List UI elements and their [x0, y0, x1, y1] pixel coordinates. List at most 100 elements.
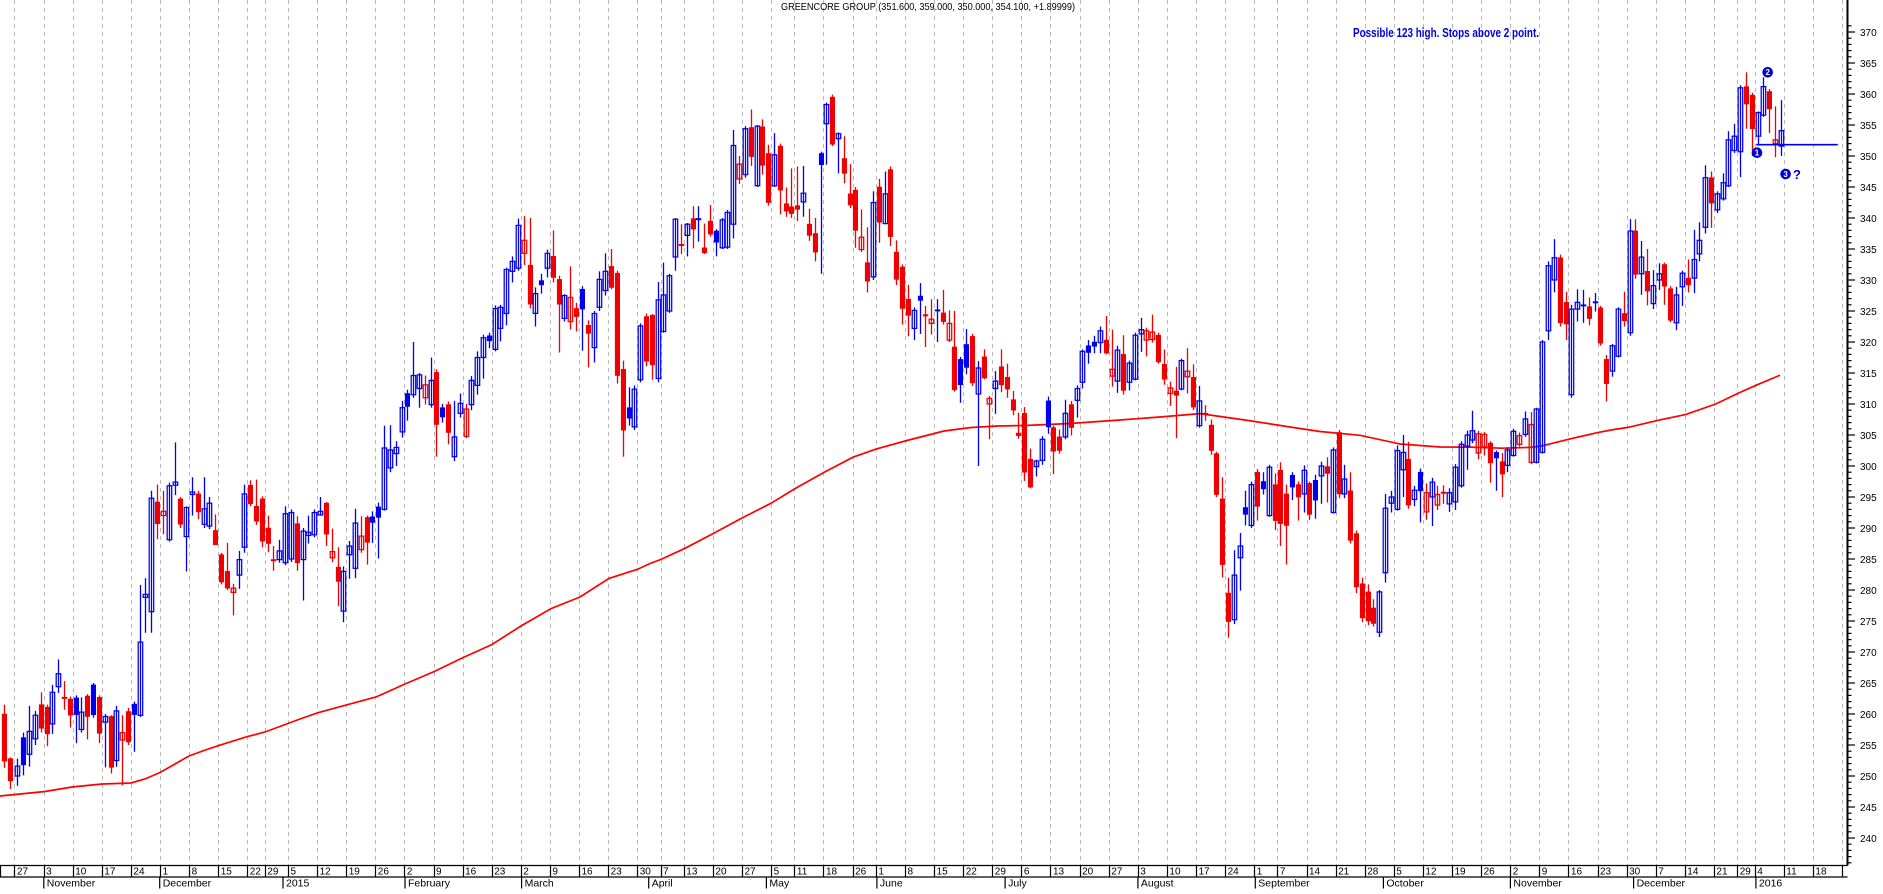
- svg-text:23: 23: [611, 867, 623, 878]
- svg-text:7: 7: [663, 867, 669, 878]
- svg-text:7: 7: [1280, 867, 1286, 878]
- svg-text:13: 13: [1053, 867, 1065, 878]
- svg-text:9: 9: [436, 867, 442, 878]
- svg-text:3: 3: [1783, 170, 1788, 179]
- svg-text:14: 14: [1687, 867, 1699, 878]
- svg-text:2015: 2015: [286, 878, 310, 890]
- svg-text:22: 22: [966, 867, 978, 878]
- svg-text:335: 335: [1860, 245, 1877, 256]
- svg-text:295: 295: [1860, 493, 1877, 504]
- svg-text:3: 3: [46, 867, 52, 878]
- svg-text:21: 21: [1338, 867, 1350, 878]
- svg-text:13: 13: [686, 867, 698, 878]
- svg-text:240: 240: [1860, 834, 1877, 845]
- svg-text:12: 12: [320, 867, 332, 878]
- svg-text:1: 1: [1257, 867, 1263, 878]
- svg-text:14: 14: [1309, 867, 1321, 878]
- svg-text:20: 20: [715, 867, 727, 878]
- svg-text:17: 17: [104, 867, 116, 878]
- svg-text:February: February: [408, 878, 451, 890]
- svg-text:350: 350: [1860, 152, 1877, 163]
- svg-text:345: 345: [1860, 183, 1877, 194]
- svg-text:310: 310: [1860, 400, 1877, 411]
- svg-text:20: 20: [1082, 867, 1094, 878]
- svg-text:April: April: [652, 878, 673, 890]
- svg-text:7: 7: [1658, 867, 1664, 878]
- svg-text:27: 27: [17, 867, 29, 878]
- svg-text:24: 24: [1228, 867, 1240, 878]
- svg-text:11: 11: [1786, 867, 1797, 878]
- svg-text:270: 270: [1860, 648, 1877, 659]
- svg-text:July: July: [1008, 878, 1027, 890]
- svg-text:300: 300: [1860, 462, 1877, 473]
- svg-text:15: 15: [221, 867, 233, 878]
- svg-text:19: 19: [1455, 867, 1467, 878]
- svg-text:9: 9: [1542, 867, 1548, 878]
- svg-text:GREENCORE GROUP (351.600, 359.: GREENCORE GROUP (351.600, 359.000, 350.0…: [781, 1, 1075, 13]
- svg-text:30: 30: [1629, 867, 1641, 878]
- svg-text:May: May: [769, 878, 790, 890]
- svg-text:29: 29: [1740, 867, 1752, 878]
- svg-text:2: 2: [523, 867, 529, 878]
- svg-text:325: 325: [1860, 307, 1877, 318]
- svg-text:12: 12: [1425, 867, 1437, 878]
- svg-text:November: November: [1513, 878, 1562, 890]
- svg-text:23: 23: [494, 867, 506, 878]
- svg-text:October: October: [1386, 878, 1424, 890]
- svg-text:8: 8: [908, 867, 914, 878]
- svg-text:November: November: [47, 878, 96, 890]
- svg-text:255: 255: [1860, 741, 1877, 752]
- svg-text:28: 28: [1367, 867, 1379, 878]
- svg-text:260: 260: [1860, 710, 1877, 721]
- svg-text:9: 9: [552, 867, 558, 878]
- svg-text:26: 26: [855, 867, 867, 878]
- svg-text:16: 16: [465, 867, 477, 878]
- svg-text:355: 355: [1860, 121, 1877, 132]
- svg-text:June: June: [880, 878, 903, 890]
- svg-text:December: December: [163, 878, 212, 890]
- svg-text:5: 5: [774, 867, 780, 878]
- svg-text:2: 2: [1513, 867, 1519, 878]
- svg-text:17: 17: [1199, 867, 1211, 878]
- svg-text:4: 4: [1757, 867, 1763, 878]
- svg-text:320: 320: [1860, 338, 1877, 349]
- svg-text:370: 370: [1860, 28, 1877, 39]
- svg-text:29: 29: [995, 867, 1007, 878]
- svg-text:?: ?: [1793, 167, 1801, 182]
- svg-text:27: 27: [1111, 867, 1123, 878]
- svg-text:265: 265: [1860, 679, 1877, 690]
- svg-text:2: 2: [1765, 68, 1770, 77]
- svg-text:26: 26: [378, 867, 390, 878]
- svg-text:16: 16: [1571, 867, 1583, 878]
- svg-text:315: 315: [1860, 369, 1877, 380]
- svg-text:22: 22: [250, 867, 262, 878]
- svg-text:330: 330: [1860, 276, 1877, 287]
- svg-text:245: 245: [1860, 803, 1877, 814]
- svg-text:5: 5: [291, 867, 297, 878]
- svg-text:30: 30: [640, 867, 652, 878]
- svg-text:2016: 2016: [1759, 878, 1783, 890]
- svg-text:305: 305: [1860, 431, 1877, 442]
- svg-text:26: 26: [1484, 867, 1496, 878]
- svg-text:16: 16: [582, 867, 594, 878]
- svg-text:Possible 123 high. Stops above: Possible 123 high. Stops above 2 point.: [1353, 25, 1539, 40]
- svg-text:8: 8: [192, 867, 198, 878]
- svg-text:1: 1: [878, 867, 884, 878]
- svg-text:September: September: [1258, 878, 1310, 890]
- svg-text:285: 285: [1860, 555, 1877, 566]
- svg-text:March: March: [525, 878, 554, 890]
- svg-text:1: 1: [163, 867, 169, 878]
- svg-text:280: 280: [1860, 586, 1877, 597]
- svg-text:1: 1: [1755, 149, 1760, 158]
- svg-text:18: 18: [826, 867, 838, 878]
- svg-text:365: 365: [1860, 59, 1877, 70]
- svg-text:3: 3: [1140, 867, 1146, 878]
- svg-text:15: 15: [937, 867, 949, 878]
- svg-text:21: 21: [1716, 867, 1728, 878]
- svg-text:24: 24: [133, 867, 145, 878]
- svg-text:340: 340: [1860, 214, 1877, 225]
- svg-text:29: 29: [267, 867, 279, 878]
- svg-text:27: 27: [745, 867, 757, 878]
- svg-text:19: 19: [349, 867, 361, 878]
- svg-text:2: 2: [407, 867, 413, 878]
